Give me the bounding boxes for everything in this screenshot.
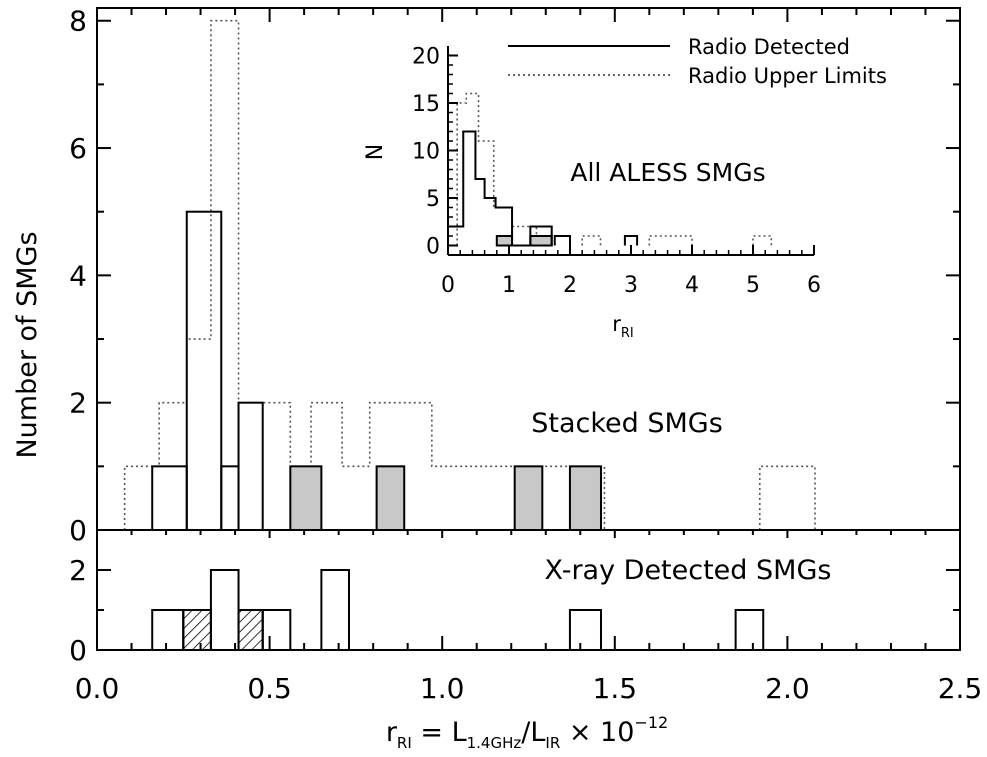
inset-ytick-label: 15 (412, 92, 440, 117)
xray-bar-2 (209, 569, 240, 651)
inset-legend: Radio Detected Radio Upper Limits (508, 35, 887, 88)
xray-bar-7 (734, 609, 765, 651)
xray-bar-5 (320, 569, 350, 651)
inset-xlabel: rRI (612, 312, 634, 341)
inset-detected-histogram (447, 130, 639, 247)
xtick-label: 1.5 (593, 672, 638, 705)
xray-hatched-bar-1 (237, 609, 264, 651)
stacked-smgs-annotation: Stacked SMGs (531, 408, 723, 439)
inset-ylabel: N (363, 144, 388, 160)
legend-label-detected: Radio Detected (688, 35, 850, 59)
xtick-label: 1.0 (420, 672, 465, 705)
xtick-label: 0.5 (247, 672, 292, 705)
bottom-ytick-label: 0 (69, 634, 87, 667)
xtick-label: 2.0 (765, 672, 810, 705)
main-ytick-label: 0 (69, 514, 87, 547)
bottom-axes-frame (96, 529, 961, 651)
main-xlabel: rRI = L1.4GHz/LIR × 10−12 (386, 713, 668, 752)
inset-xtick-label: 2 (563, 273, 577, 298)
xray-hatched-bar-0 (182, 609, 212, 651)
xray-histogram-panel: 0 2 0.0 0.5 1.0 1.5 2.0 2.5 (69, 529, 983, 705)
inset-xtick-label: 3 (624, 273, 638, 298)
main-ytick-label: 4 (69, 259, 87, 292)
main-ytick-label: 8 (69, 5, 87, 38)
inset-ytick-label: 5 (426, 187, 440, 212)
bottom-ytick-label: 2 (69, 554, 87, 587)
main-detected-bar-1 (185, 210, 223, 532)
main-ylabel: Number of SMGs (12, 231, 43, 458)
inset-histogram-panel: 0 5 10 15 20 0 1 2 3 4 5 6 (412, 45, 821, 299)
main-detected-bar-0 (151, 465, 188, 531)
main-filled-bar-0 (289, 465, 323, 531)
main-filled-bar-3 (568, 465, 602, 531)
main-detected-bar-3 (237, 401, 264, 531)
inset-ytick-label: 10 (412, 140, 440, 165)
xtick-label: 0.0 (75, 672, 120, 705)
legend-label-limits: Radio Upper Limits (688, 64, 887, 88)
main-ytick-label: 2 (69, 387, 87, 420)
xray-bar-6 (568, 609, 602, 651)
inset-xtick-label: 4 (685, 273, 699, 298)
inset-xtick-label: 6 (807, 273, 821, 298)
main-filled-bar-2 (513, 465, 544, 531)
main-ytick-label: 6 (69, 132, 87, 165)
main-filled-bar-1 (375, 465, 406, 531)
xray-bar-0 (151, 609, 185, 651)
main-detected-bar-2 (220, 465, 240, 531)
inset-xtick-label: 1 (502, 273, 516, 298)
inset-ytick-label: 20 (412, 45, 440, 70)
inset-filled-bar-0 (495, 235, 514, 247)
inset-xtick-label: 5 (746, 273, 760, 298)
inset-filled-bar-1 (529, 235, 553, 247)
main-upper-limits-histogram (123, 19, 816, 530)
inset-xtick-label: 0 (441, 273, 455, 298)
xray-bar-4 (261, 609, 292, 651)
inset-ytick-label: 0 (426, 235, 440, 260)
xray-smgs-annotation: X-ray Detected SMGs (545, 555, 832, 586)
main-histogram-panel: 0 2 4 6 8 (69, 5, 961, 547)
xtick-label: 2.5 (938, 672, 983, 705)
all-aless-annotation: All ALESS SMGs (570, 158, 765, 187)
